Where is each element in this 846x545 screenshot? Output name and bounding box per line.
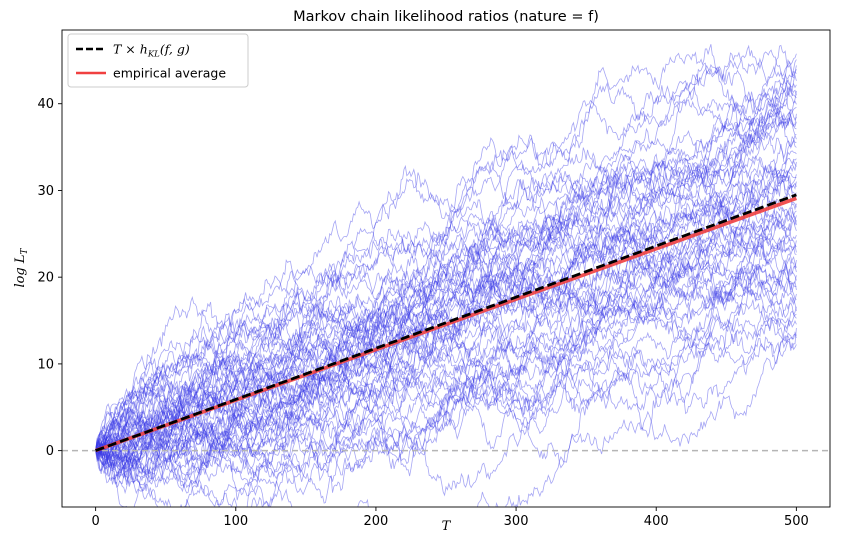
simulated-path <box>95 169 797 475</box>
x-axis-label: T <box>442 519 452 534</box>
simulated-path <box>95 78 797 476</box>
legend-box <box>67 33 249 88</box>
simulated-path <box>95 86 797 451</box>
simulated-path <box>95 315 797 492</box>
series-line-theory <box>95 193 797 452</box>
simulated-path <box>95 249 797 467</box>
legend: T × hKL(f, g) empirical average <box>67 33 249 88</box>
simulated-path <box>95 169 797 477</box>
x-tick-label: 500 <box>784 514 809 529</box>
simulated-path <box>95 271 797 474</box>
plot-frame <box>61 29 831 508</box>
y-axis-label: log LT <box>13 247 30 287</box>
simulated-path <box>95 58 797 451</box>
simulated-path <box>95 219 797 486</box>
simulated-path <box>95 192 797 452</box>
simulated-path <box>95 253 797 471</box>
simulated-path <box>95 175 797 454</box>
simulated-path <box>95 168 797 465</box>
simulated-path <box>95 206 797 465</box>
y-axis-label-sub: T <box>20 247 30 254</box>
legend-theory-sub: KL <box>147 50 160 60</box>
simulated-path <box>95 148 797 453</box>
simulated-path <box>95 106 797 476</box>
simulated-path <box>95 216 797 488</box>
simulated-path <box>95 44 797 453</box>
y-axis-label-main: log L <box>13 254 28 287</box>
simulated-path <box>95 108 797 492</box>
simulated-path <box>95 93 797 471</box>
x-tick-label: 300 <box>504 514 529 529</box>
simulated-path <box>95 206 797 454</box>
y-axis-ticks: 0 10 20 30 40 <box>37 97 62 459</box>
simulated-path <box>95 270 797 504</box>
legend-theory-main: T × h <box>113 42 148 57</box>
x-axis-ticks: 0 100 200 300 400 500 <box>91 507 809 529</box>
y-tick-label: 40 <box>37 97 54 112</box>
simulated-path <box>95 209 797 463</box>
legend-theory-suffix: (f, g) <box>160 42 190 57</box>
simulated-path <box>95 327 797 482</box>
simulated-path <box>95 259 797 493</box>
simulated-path <box>95 117 797 462</box>
y-tick-label: 0 <box>46 444 54 459</box>
simulated-path <box>95 340 797 497</box>
simulated-path <box>95 90 797 458</box>
chart-title: Markov chain likelihood ratios (nature =… <box>293 9 599 25</box>
simulated-path <box>95 107 797 451</box>
legend-label-theory: T × hKL(f, g) <box>113 42 190 60</box>
simulated-path <box>95 64 797 467</box>
simulated-path <box>95 189 797 506</box>
series-lines <box>94 193 798 453</box>
x-tick-label: 200 <box>364 514 389 529</box>
x-tick-label: 0 <box>91 514 99 529</box>
simulated-path <box>95 180 797 461</box>
simulated-path <box>95 232 797 484</box>
simulated-path <box>95 308 797 494</box>
x-tick-label: 100 <box>223 514 248 529</box>
simulated-path <box>95 209 797 488</box>
simulated-path <box>95 153 797 478</box>
simulated-path <box>95 78 797 451</box>
simulated-path <box>95 174 797 451</box>
simulated-path <box>95 246 797 507</box>
y-tick-label: 30 <box>37 184 54 199</box>
simulated-path <box>95 44 797 460</box>
simulated-path <box>95 82 797 458</box>
y-tick-label: 20 <box>37 271 54 286</box>
simulated-path <box>95 243 797 485</box>
simulated-path <box>95 165 797 472</box>
simulated-path <box>95 265 797 455</box>
simulated-path <box>95 161 797 507</box>
simulated-path <box>95 295 797 469</box>
x-tick-label: 400 <box>644 514 669 529</box>
simulated-path <box>95 265 797 460</box>
simulated-path <box>95 291 797 468</box>
legend-label-empirical: empirical average <box>113 66 226 81</box>
simulated-path <box>95 44 797 451</box>
simulated-path <box>95 167 797 459</box>
simulated-path <box>95 65 797 451</box>
simulated-path <box>95 112 797 476</box>
simulated-paths <box>95 44 797 507</box>
simulated-path <box>95 59 797 474</box>
simulated-path <box>95 240 797 477</box>
y-tick-label: 10 <box>37 357 54 372</box>
